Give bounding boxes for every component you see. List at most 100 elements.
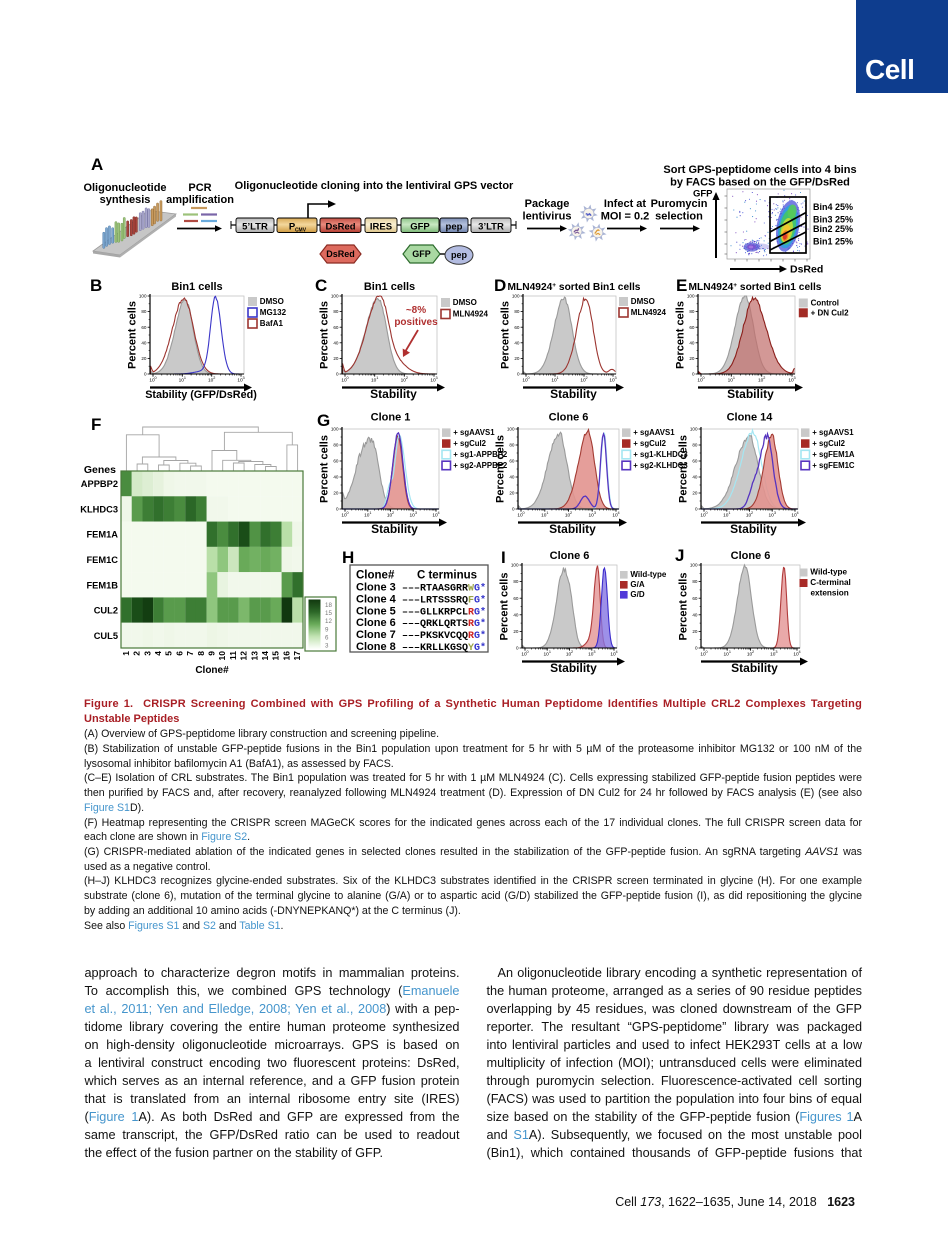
svg-text:100: 100 [331,427,339,432]
svg-text:0: 0 [523,511,525,515]
svg-text:5: 5 [164,651,174,656]
svg-text:positives: positives [394,317,438,328]
svg-text:80: 80 [333,309,339,314]
svg-text:Genes: Genes [84,464,116,476]
svg-text:10: 10 [217,651,227,661]
svg-text:Stability: Stability [550,661,597,675]
svg-text:2: 2 [406,376,408,380]
svg-text:G: G [317,411,330,430]
svg-text:15: 15 [271,651,281,661]
svg-text:lentivirus: lentivirus [523,211,572,223]
svg-text:GFP: GFP [412,249,431,259]
svg-text:10: 10 [793,652,799,658]
svg-text:60: 60 [333,325,339,330]
svg-text:10: 10 [208,378,214,384]
svg-text:10: 10 [612,513,618,519]
svg-text:extension: extension [811,589,849,598]
svg-text:2: 2 [586,376,588,380]
svg-text:KLHDC3: KLHDC3 [80,504,118,514]
svg-text:100: 100 [331,294,339,299]
svg-text:Stability: Stability [731,661,778,675]
svg-text:0: 0 [527,650,529,654]
svg-text:Clone 6: Clone 6 [731,550,771,562]
svg-text:Stability: Stability [727,387,774,401]
svg-text:Percent cells: Percent cells [319,301,331,369]
svg-text:1: 1 [546,511,548,515]
svg-text:12: 12 [325,618,332,625]
svg-text:APPBP2: APPBP2 [81,479,118,489]
svg-text:13: 13 [249,651,259,661]
svg-text:DsRed: DsRed [790,264,823,276]
svg-text:Clone 4: Clone 4 [356,593,397,605]
svg-text:40: 40 [689,340,695,345]
svg-text:Clone 7: Clone 7 [356,629,396,641]
svg-text:80: 80 [509,443,515,448]
svg-text:Clone#: Clone# [356,570,395,582]
svg-text:Clone 3: Clone 3 [356,582,396,594]
svg-text:by FACS based on the GFP/DsRed: by FACS based on the GFP/DsRed [670,177,850,189]
svg-text:Sort GPS-peptidome cells into: Sort GPS-peptidome cells into 4 bins [663,164,856,176]
svg-text:100: 100 [690,563,698,568]
svg-text:1: 1 [729,650,731,654]
svg-text:60: 60 [141,325,147,330]
svg-text:FEM1A: FEM1A [86,530,118,540]
svg-text:80: 80 [333,443,339,448]
svg-text:10: 10 [341,513,347,519]
svg-text:100: 100 [507,427,515,432]
svg-text:10: 10 [517,513,523,519]
svg-text:Percent cells: Percent cells [678,435,690,503]
svg-text:10: 10 [769,513,775,519]
svg-text:Clone#: Clone# [195,665,229,676]
svg-text:10: 10 [387,513,393,519]
svg-text:Bin1 cells: Bin1 cells [171,281,222,293]
svg-text:2: 2 [751,511,753,515]
svg-text:amplification: amplification [166,194,234,206]
svg-text:CMV: CMV [295,228,307,234]
svg-text:–––GLLKRPCLRG*: –––GLLKRPCLRG* [402,606,486,618]
svg-text:Stability: Stability [730,522,777,536]
svg-text:B: B [90,276,102,295]
svg-text:10: 10 [728,378,734,384]
svg-text:+ DN Cul2: + DN Cul2 [811,309,850,318]
svg-text:E: E [676,276,687,295]
svg-text:0: 0 [336,507,339,512]
svg-text:DMSO: DMSO [260,297,284,306]
svg-text:3: 3 [615,376,617,380]
svg-text:A: A [91,155,103,174]
svg-text:Percent cells: Percent cells [319,435,331,503]
svg-text:10: 10 [700,652,706,658]
svg-text:100: 100 [687,294,695,299]
svg-text:Percent cells: Percent cells [495,435,507,503]
svg-text:10: 10 [609,378,615,384]
svg-text:Stability: Stability [371,522,418,536]
svg-text:–––RTAASGRRWG*: –––RTAASGRRWG* [402,583,486,595]
svg-text:4: 4 [618,511,620,515]
svg-text:100: 100 [511,563,519,568]
svg-text:1: 1 [728,511,730,515]
svg-text:Clone 14: Clone 14 [727,412,774,424]
svg-text:pep: pep [451,250,468,260]
svg-text:BafA1: BafA1 [260,319,284,328]
svg-text:2: 2 [763,376,765,380]
svg-text:MLN4924: MLN4924 [631,308,667,317]
svg-text:MG132: MG132 [260,308,287,317]
svg-text:2: 2 [752,650,754,654]
svg-text:0: 0 [516,646,519,651]
svg-text:+ sg1-APPBP2: + sg1-APPBP2 [453,450,508,459]
svg-text:10: 10 [747,652,753,658]
svg-text:40: 40 [513,612,519,617]
svg-text:10: 10 [566,652,572,658]
svg-text:3’LTR: 3’LTR [478,222,504,233]
svg-text:10: 10 [788,378,794,384]
svg-text:Bin3 25%: Bin3 25% [813,215,853,225]
svg-text:6: 6 [325,634,329,641]
svg-text:10: 10 [521,652,527,658]
svg-text:10: 10 [758,378,764,384]
svg-text:2: 2 [570,511,572,515]
svg-text:+ sgAAVS1: + sgAAVS1 [633,428,675,437]
svg-text:DsRed: DsRed [325,222,355,233]
svg-text:CUL2: CUL2 [94,606,118,616]
svg-text:3: 3 [593,650,595,654]
svg-text:20: 20 [514,356,520,361]
svg-text:40: 40 [509,475,515,480]
